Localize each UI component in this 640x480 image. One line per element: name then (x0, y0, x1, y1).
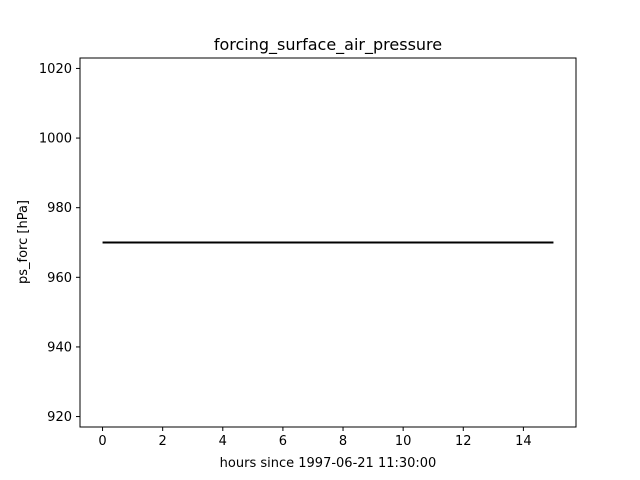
x-tick-label: 2 (159, 434, 167, 449)
y-tick-label: 920 (47, 410, 72, 425)
chart-title: forcing_surface_air_pressure (214, 35, 442, 55)
y-axis-label: ps_forc [hPa] (16, 200, 31, 284)
x-tick-label: 10 (395, 434, 412, 449)
x-tick-label: 6 (279, 434, 287, 449)
plot-frame (79, 57, 577, 428)
x-tick-label: 4 (219, 434, 227, 449)
plot-area: 0 2 4 6 8 10 12 14 920 940 960 980 1000 1020 (39, 57, 577, 449)
x-tick-label: 8 (339, 434, 347, 449)
y-tick-label: 1020 (39, 62, 72, 77)
x-tick-label: 0 (98, 434, 106, 449)
y-tick-label: 940 (47, 340, 72, 355)
y-tick-label: 1000 (39, 132, 72, 147)
x-axis-label: hours since 1997-06-21 11:30:00 (220, 456, 437, 471)
y-tick-label: 980 (47, 201, 72, 216)
x-tick-label: 12 (455, 434, 472, 449)
x-tick-label: 14 (515, 434, 532, 449)
y-tick-label: 960 (47, 271, 72, 286)
